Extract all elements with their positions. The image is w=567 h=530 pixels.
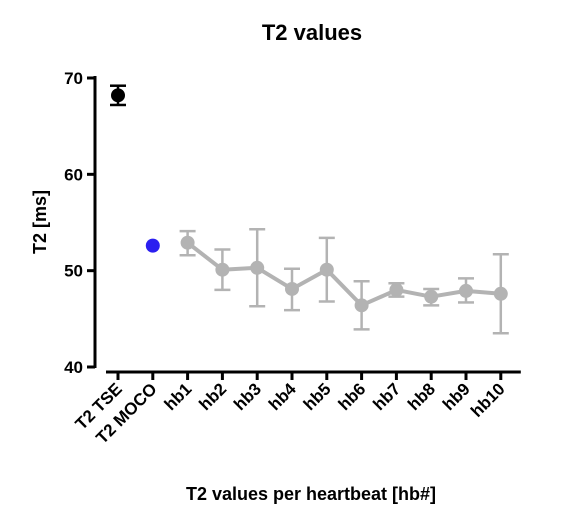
x-tick-label: hb8 [404,379,439,414]
series-line [186,241,501,308]
x-tick-label: hb1 [161,379,196,414]
y-tick-label: 50 [64,262,83,281]
data-point [145,238,160,253]
y-ticks: 40 50 60 70 [64,69,95,377]
series-0 [110,84,126,107]
data-point [250,260,265,275]
series-2 [179,227,509,335]
data-marks [110,84,509,335]
data-point [354,298,369,313]
axes [93,76,521,374]
data-point [389,282,404,297]
x-tick-label: hb4 [265,379,300,414]
data-point [111,88,125,103]
chart-title: T2 values [262,20,362,45]
data-point [424,289,439,304]
data-point [215,262,230,277]
x-tick-label: hb6 [335,379,370,414]
y-axis-label: T2 [ms] [30,190,50,254]
data-point [493,286,508,301]
x-axis-label: T2 values per heartbeat [hb#] [186,484,436,504]
data-point [459,283,473,298]
y-tick-label: 70 [64,69,83,88]
data-point [285,281,299,296]
x-tick-label: hb10 [467,379,508,420]
y-tick-label: 60 [64,165,83,184]
x-tick-label: hb7 [369,379,404,414]
series-1 [145,238,160,253]
x-tick-label: hb5 [300,379,335,414]
y-tick-label: 40 [64,358,83,377]
data-point [319,262,334,277]
x-tick-label: hb3 [230,379,265,414]
data-point [180,235,195,250]
x-tick-label: hb2 [195,379,230,414]
